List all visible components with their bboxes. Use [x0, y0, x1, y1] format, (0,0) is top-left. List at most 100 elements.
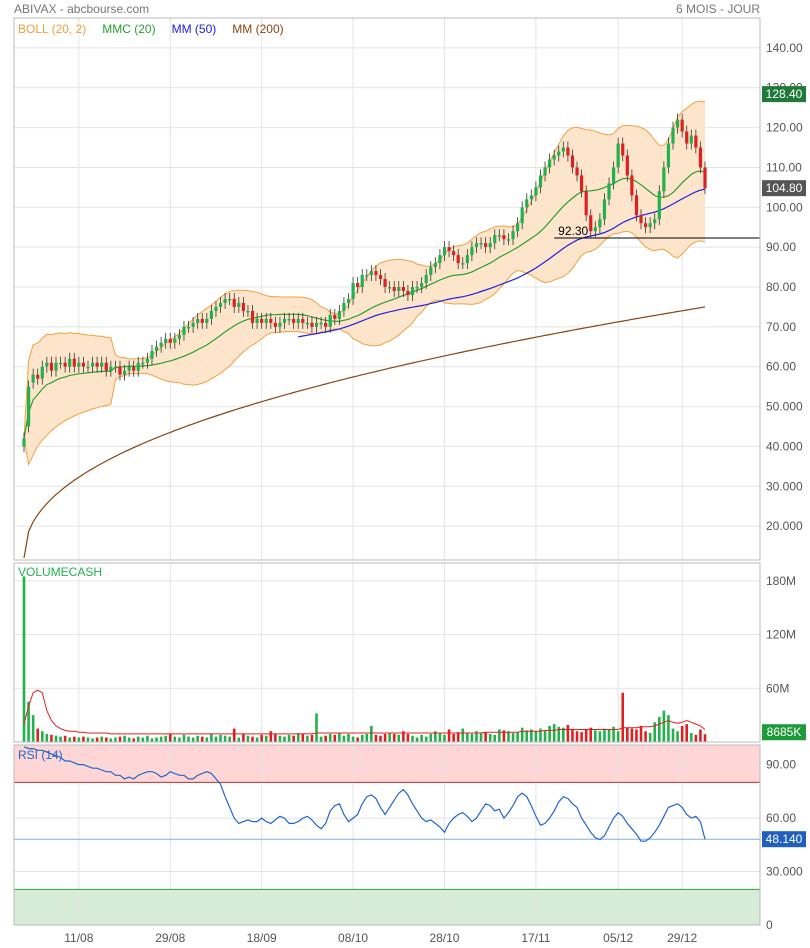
volume-bar	[452, 733, 455, 742]
candle-body	[666, 143, 671, 168]
volume-bar	[626, 727, 629, 742]
candle	[109, 360, 113, 377]
candle	[602, 193, 607, 226]
volume-bar	[612, 726, 615, 742]
volume-bar	[150, 738, 154, 742]
volume-bar	[657, 716, 661, 742]
candle	[502, 229, 506, 246]
candle-body	[351, 283, 355, 299]
candle-body	[154, 346, 159, 351]
x-tick-label: 28/10	[429, 931, 459, 945]
volume-bar	[699, 729, 702, 742]
rsi-line	[23, 746, 706, 842]
candle	[241, 296, 245, 317]
candle	[575, 161, 579, 182]
volume-bar	[351, 736, 355, 742]
candle-body	[186, 326, 191, 329]
candle	[415, 281, 419, 293]
candle-body	[611, 167, 616, 184]
candle-body	[241, 302, 245, 311]
candle	[164, 332, 168, 349]
candle-body	[671, 127, 675, 144]
candle-body	[237, 302, 241, 307]
candle	[685, 125, 689, 150]
volume-bar	[676, 731, 679, 742]
candle-body	[218, 302, 223, 307]
candle-body	[58, 362, 63, 365]
candle	[136, 356, 140, 377]
volume-bar	[342, 735, 346, 742]
candle	[534, 181, 538, 202]
volume-bar	[50, 734, 53, 742]
volume-bar	[132, 738, 135, 742]
candle-body	[401, 287, 405, 291]
candle	[666, 137, 671, 174]
candle-body	[292, 318, 296, 323]
volume-bar	[356, 737, 359, 742]
volume-bar	[283, 736, 286, 742]
candle-body	[616, 143, 620, 168]
x-tick-label: 05/12	[603, 931, 633, 945]
candle	[634, 189, 639, 222]
price-y-tick-label: 20.000	[766, 519, 803, 533]
candle-body	[452, 251, 456, 256]
price-y-tick-label: 40.000	[766, 439, 803, 453]
candle-body	[260, 318, 264, 323]
candle	[465, 249, 469, 270]
candle-body	[643, 223, 648, 228]
candle-body	[698, 147, 703, 168]
volume-bar	[415, 737, 419, 742]
candle	[479, 237, 483, 250]
candle-body	[598, 219, 602, 228]
x-tick-label: 17/11	[521, 931, 550, 945]
x-tick-label: 08/10	[338, 931, 368, 945]
candle	[113, 360, 118, 373]
candle	[689, 129, 693, 150]
volume-bar	[566, 724, 570, 742]
volume-bar	[575, 731, 579, 742]
volume-bar	[27, 701, 30, 742]
candle	[328, 308, 332, 333]
volume-bar	[338, 733, 341, 742]
candle-body	[287, 318, 291, 321]
candle	[511, 225, 515, 246]
candle	[122, 364, 127, 381]
volume-bar	[205, 737, 209, 742]
volume-bar	[127, 737, 131, 742]
volume-bar	[63, 735, 67, 742]
candle	[470, 241, 474, 262]
volume-bar	[100, 736, 103, 742]
volume-bar	[598, 731, 602, 742]
candle-body	[516, 223, 520, 232]
candle-body	[461, 263, 465, 265]
candle	[538, 169, 543, 194]
candle	[621, 137, 625, 162]
mm200-line	[23, 306, 706, 559]
volume-bar	[703, 734, 707, 742]
candle	[653, 213, 657, 230]
candle-body	[337, 310, 341, 319]
volume-bar	[584, 729, 588, 742]
volume-bar	[689, 733, 693, 742]
candle-body	[173, 338, 177, 343]
price-panel-border	[13, 17, 761, 561]
volume-bar	[429, 733, 433, 742]
price-y-tick-label: 120.00	[766, 121, 803, 135]
x-tick-label: 29/08	[155, 931, 185, 945]
candle-body	[214, 306, 218, 311]
candle-body	[410, 287, 415, 295]
candle-body	[447, 247, 451, 252]
candle	[662, 161, 666, 198]
volume-bar	[95, 737, 99, 742]
candle-body	[182, 326, 186, 335]
candle	[452, 245, 456, 262]
candle-body	[534, 187, 538, 196]
candle-body	[506, 239, 511, 241]
candle	[173, 332, 177, 349]
volume-bar	[251, 736, 254, 742]
x-tick-label: 11/08	[64, 931, 93, 945]
candle-body	[579, 175, 584, 192]
candle-body	[49, 362, 54, 371]
candle	[616, 137, 620, 174]
